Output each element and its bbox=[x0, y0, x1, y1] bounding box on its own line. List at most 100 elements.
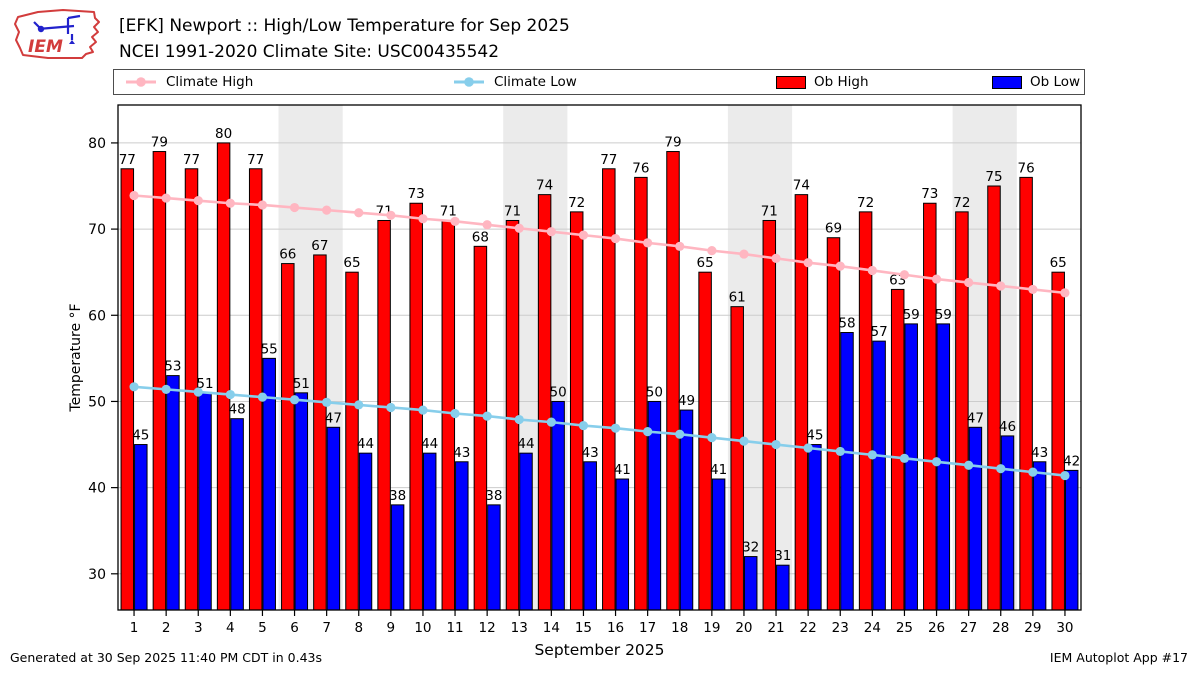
climate-low-marker bbox=[257, 392, 268, 402]
ob-low-bar-day-28 bbox=[1000, 435, 1015, 611]
ob-low-bar-day-21 bbox=[776, 564, 790, 611]
ob-high-value: 65 bbox=[343, 255, 360, 271]
climate-low-marker bbox=[161, 384, 171, 394]
climate-low-marker bbox=[867, 450, 877, 460]
climate-low-marker bbox=[964, 460, 974, 470]
ob-low-bar-day-1 bbox=[134, 444, 148, 611]
climate-low-marker bbox=[835, 446, 845, 457]
ob-low-bar-day-9 bbox=[390, 504, 405, 611]
climate-high-marker bbox=[578, 230, 589, 240]
ob-low-bar-day-25 bbox=[904, 323, 918, 611]
x-tick-label: 16 bbox=[607, 620, 624, 636]
ob-low-bar-day-4 bbox=[230, 418, 244, 611]
climate-high-marker bbox=[996, 281, 1006, 291]
climate-low-line bbox=[129, 382, 1070, 481]
legend-label: Climate High bbox=[166, 74, 254, 90]
ob-low-bar-day-18 bbox=[679, 409, 694, 611]
ob-high-value: 71 bbox=[440, 203, 457, 219]
ob-low-bar-day-15 bbox=[583, 461, 597, 611]
x-tick-label: 28 bbox=[992, 620, 1009, 636]
ob-high-value: 79 bbox=[664, 135, 681, 151]
ob-high-value: 76 bbox=[632, 160, 649, 176]
climate-high-marker bbox=[643, 238, 653, 248]
climate-low-marker bbox=[996, 464, 1006, 474]
ob-high-value: 72 bbox=[857, 195, 874, 211]
x-tick-label: 23 bbox=[832, 620, 849, 636]
climate-high-swatch-icon bbox=[126, 77, 156, 87]
x-tick-label: 9 bbox=[387, 620, 396, 636]
x-tick-label: 19 bbox=[703, 620, 720, 636]
climate-high-marker bbox=[675, 241, 685, 251]
ob-high-value: 65 bbox=[697, 255, 714, 271]
climate-high-marker bbox=[1060, 288, 1070, 298]
ob-low-value: 43 bbox=[453, 445, 470, 461]
climate-high-marker bbox=[835, 261, 845, 271]
generated-timestamp: Generated at 30 Sep 2025 11:40 PM CDT in… bbox=[10, 650, 322, 665]
x-tick-label: 20 bbox=[735, 620, 752, 636]
x-tick-label: 22 bbox=[800, 620, 817, 636]
x-tick-label: 24 bbox=[864, 620, 881, 636]
chart-title-block: [EFK] Newport :: High/Low Temperature fo… bbox=[119, 13, 570, 65]
x-tick-label: 8 bbox=[354, 620, 363, 636]
climate-low-marker bbox=[931, 457, 942, 467]
climate-high-marker bbox=[899, 270, 910, 280]
ob-high-value: 68 bbox=[472, 229, 489, 245]
climate-low-marker bbox=[707, 433, 717, 443]
ob-low-value: 51 bbox=[196, 376, 213, 392]
ob-high-bar-day-15 bbox=[569, 211, 584, 611]
climate-high-marker bbox=[771, 253, 781, 263]
ob-high-value: 72 bbox=[568, 195, 585, 211]
ob-low-bar-day-16 bbox=[615, 478, 630, 611]
ob-low-bar-day-27 bbox=[968, 426, 983, 611]
ob-low-value: 31 bbox=[774, 548, 791, 564]
ob-high-value: 74 bbox=[536, 178, 553, 194]
x-tick-label: 14 bbox=[543, 620, 560, 636]
ob-high-bar-day-25 bbox=[890, 288, 905, 611]
x-tick-label: 29 bbox=[1024, 620, 1041, 636]
ob-low-value: 38 bbox=[389, 488, 406, 504]
x-tick-label: 6 bbox=[290, 620, 299, 636]
climate-low-marker bbox=[899, 453, 910, 463]
ob-high-value: 77 bbox=[183, 152, 200, 168]
x-tick-label: 21 bbox=[767, 620, 784, 636]
ob-high-value: 80 bbox=[215, 126, 232, 142]
ob-high-bar-day-28 bbox=[987, 185, 1001, 611]
ob-low-value: 57 bbox=[871, 324, 888, 340]
x-tick-label: 4 bbox=[226, 620, 235, 636]
ob-high-value: 65 bbox=[1050, 255, 1067, 271]
ob-low-bar-day-13 bbox=[519, 452, 533, 611]
ob-low-value: 46 bbox=[999, 419, 1016, 435]
climate-high-marker bbox=[964, 277, 974, 288]
iowa-outline-icon bbox=[14, 9, 100, 59]
x-tick-label: 27 bbox=[960, 620, 977, 636]
ob-low-value: 48 bbox=[229, 402, 246, 418]
x-tick-label: 2 bbox=[162, 620, 171, 636]
ob-high-bar-day-4 bbox=[216, 142, 231, 611]
ob-high-value: 76 bbox=[1018, 160, 1035, 176]
climate-low-marker bbox=[354, 400, 364, 410]
ob-low-bar-day-12 bbox=[487, 504, 501, 611]
climate-high-marker bbox=[931, 274, 942, 284]
x-tick-label: 30 bbox=[1056, 620, 1073, 636]
climate-high-marker bbox=[803, 258, 813, 268]
ob-low-value: 51 bbox=[293, 376, 310, 392]
ob-low-value: 47 bbox=[967, 410, 984, 426]
legend-label: Climate Low bbox=[494, 74, 577, 90]
ob-low-value: 41 bbox=[710, 462, 727, 478]
app-credit: IEM Autoplot App #17 bbox=[1049, 650, 1188, 665]
ob-high-value: 77 bbox=[119, 152, 136, 168]
y-tick-label: 50 bbox=[88, 394, 106, 410]
ob-high-bar-day-23 bbox=[826, 237, 841, 611]
ob-low-bar-day-7 bbox=[326, 426, 341, 611]
ob-high-bar-day-12 bbox=[473, 245, 488, 611]
climate-low-marker bbox=[771, 439, 781, 450]
ob-high-value: 71 bbox=[761, 203, 778, 219]
x-tick-label: 25 bbox=[896, 620, 913, 636]
ob-high-bar-day-5 bbox=[248, 168, 263, 611]
ob-low-value: 43 bbox=[1031, 445, 1048, 461]
ob-high-value: 77 bbox=[247, 152, 264, 168]
logo-text: IEM bbox=[28, 37, 63, 57]
climate-high-marker bbox=[1028, 284, 1038, 295]
